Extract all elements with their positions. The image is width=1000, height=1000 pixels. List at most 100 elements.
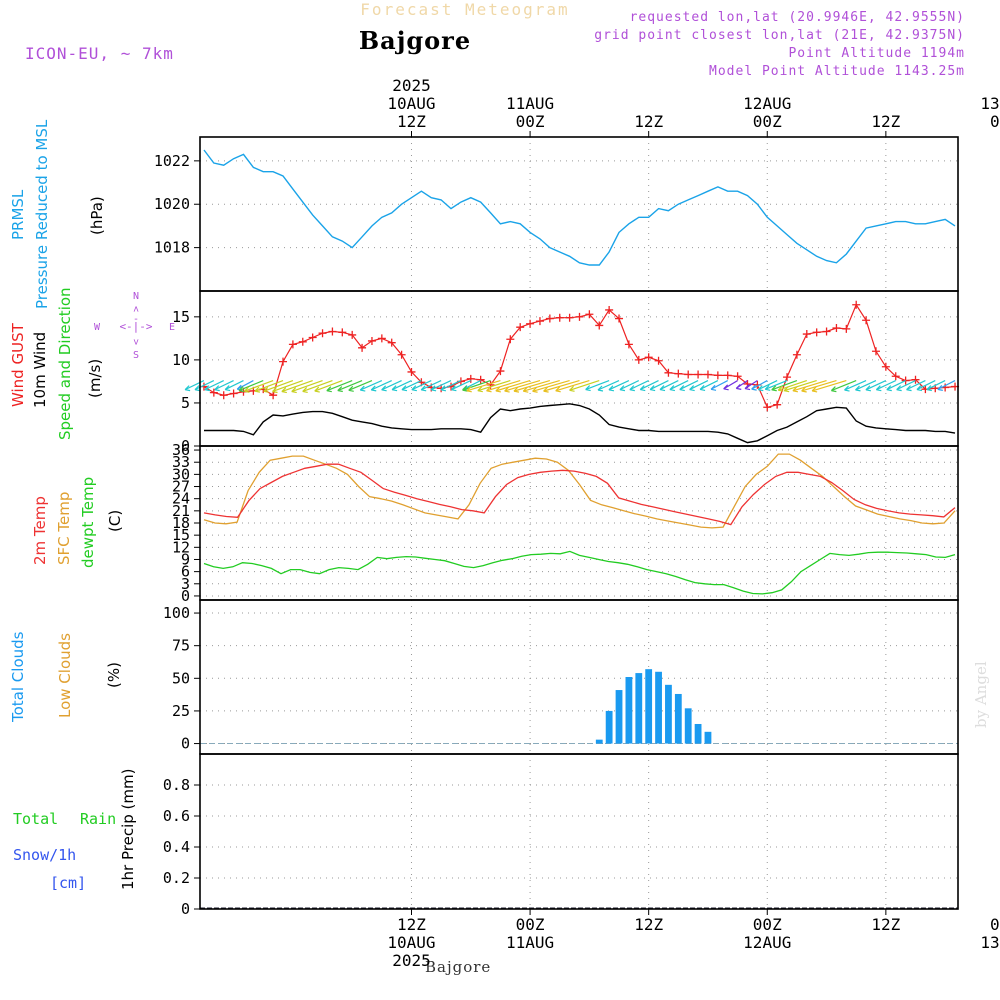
xtick-date-bottom: 11AUG: [506, 933, 554, 952]
wind-direction-arrow: [291, 379, 323, 393]
wind-arrow-head: [926, 385, 932, 392]
ytick-label: 24: [172, 490, 190, 508]
wind-arrow-head: [855, 385, 861, 392]
ytick-label: 75: [172, 637, 190, 655]
ytick-label: 0: [181, 735, 190, 753]
wind-direction-arrow: [451, 380, 472, 391]
cloud-bar: [684, 708, 692, 744]
wind-gust-marker: [654, 356, 663, 365]
wind-gust-marker: [733, 372, 742, 381]
wind-arrow-head: [462, 385, 468, 392]
cloud-bar: [704, 731, 712, 744]
wind-gust-marker: [545, 314, 554, 323]
wind-direction-arrow: [302, 379, 333, 392]
wind-gust-marker: [763, 403, 772, 412]
xtick-hour-bottom: 12Z: [634, 915, 663, 934]
xtick-hour-top: 12Z: [634, 112, 663, 131]
precip-cm-label: [cm]: [50, 874, 87, 892]
wind-speed-line: [204, 403, 956, 444]
wind-direction-arrow: [543, 379, 580, 392]
wind-arrow-head: [777, 385, 784, 392]
wind-direction-arrow: [569, 379, 600, 391]
wind-gust-marker: [871, 347, 880, 356]
compass-w: W: [94, 322, 101, 333]
wind-gust-marker: [338, 328, 347, 337]
wind-arrow-head: [792, 386, 799, 393]
ytick-label: 0: [181, 437, 190, 455]
wind-direction-arrow: [466, 379, 501, 392]
wind-direction-arrow: [597, 380, 620, 391]
wind-direction-arrow: [204, 380, 224, 391]
wind-arrow-head: [906, 385, 912, 392]
wind-direction-arrow: [723, 380, 738, 390]
wind-direction-arrow: [523, 379, 560, 392]
compass-s: S: [133, 350, 139, 361]
wind-gust-marker: [694, 370, 703, 379]
wind-direction-arrow: [886, 380, 906, 391]
wind-gust-marker: [328, 327, 337, 336]
wind-arrow-head: [597, 385, 604, 392]
wind-direction-arrow: [238, 380, 264, 392]
wind-gust-marker: [713, 371, 722, 380]
wind-arrow-head: [669, 385, 676, 392]
wind-gust-marker: [555, 313, 564, 322]
wind-direction-arrow: [281, 379, 313, 393]
wind-direction-arrow: [326, 379, 353, 392]
wind-direction-arrow: [462, 380, 481, 390]
ytick-label: 0.8: [163, 776, 190, 794]
xtick-date-top: 11AUG: [506, 94, 554, 113]
wind-arrow-head: [513, 386, 520, 393]
sfc-temp-line: [203, 453, 956, 529]
wind-direction-arrow: [381, 380, 402, 391]
wind-arrow-head: [830, 386, 837, 393]
wind-arrow-head: [401, 385, 408, 392]
ytick-label: 21: [172, 502, 190, 520]
wind-arrow-head: [244, 386, 250, 393]
precip-total-label: Total: [13, 810, 59, 828]
wind-direction-arrow: [532, 379, 570, 392]
wind-arrow-head: [238, 386, 245, 393]
wind-direction-arrow: [401, 380, 422, 391]
xtick-hour-bottom: 00Z: [990, 915, 1000, 934]
wind-gust-marker: [377, 334, 386, 343]
wind-direction-arrow: [659, 380, 679, 391]
wind-gust-marker: [783, 373, 792, 382]
wind-direction-arrow: [360, 380, 383, 391]
wind-gust-marker: [575, 312, 584, 321]
wind-arrow-head: [495, 386, 501, 393]
wind-gust-marker: [585, 310, 594, 319]
wind-direction-arrow: [855, 380, 877, 391]
ytick-label: 0.6: [163, 807, 190, 825]
wind-direction-arrow: [430, 380, 452, 391]
wind-arrow-head: [723, 384, 729, 391]
wind-direction-arrow: [751, 380, 768, 390]
wind-gust-marker: [862, 316, 871, 325]
panel-frame: [199, 599, 959, 755]
model-altitude: Model Point Altitude 1143.25m: [709, 64, 965, 79]
wind-arrow-head: [184, 385, 191, 392]
xtick-date-bottom: 10AUG: [387, 933, 435, 952]
cloud-bar: [615, 690, 623, 744]
wind-direction-arrow: [765, 379, 788, 390]
panel-frame: [199, 753, 959, 910]
location-name: Bajgore: [358, 26, 472, 55]
xtick-date-top: 10AUG: [387, 94, 435, 113]
wind-direction-arrow: [669, 380, 689, 391]
wind-direction-arrow: [263, 379, 294, 392]
wind-gust-marker: [634, 355, 643, 364]
xtick-hour-bottom: 00Z: [753, 915, 782, 934]
wind-arrow-head: [214, 385, 220, 392]
wind-direction-arrow: [370, 380, 392, 391]
wind-direction-arrow: [710, 380, 729, 390]
wind-arrow-head: [430, 385, 437, 392]
compass-e: E: [169, 322, 175, 333]
ytick-label: 30: [172, 465, 190, 483]
wind-arrow-head: [757, 385, 764, 392]
ytick-label: 1022: [154, 152, 190, 170]
xtick-hour-bottom: 12Z: [871, 915, 900, 934]
wind-direction-arrow: [876, 380, 896, 391]
wind-direction-arrow: [440, 380, 462, 391]
wind-direction-arrow: [337, 380, 363, 392]
xtick-hour-top: 12Z: [397, 112, 426, 131]
